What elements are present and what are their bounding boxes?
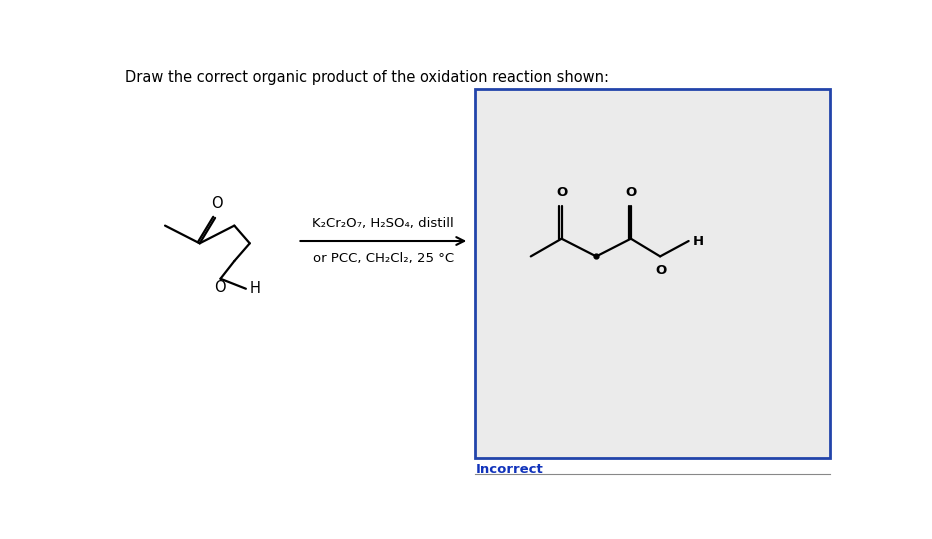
FancyBboxPatch shape	[474, 88, 830, 458]
Text: H: H	[693, 234, 705, 247]
Text: Incorrect: Incorrect	[476, 463, 544, 476]
Text: O: O	[556, 186, 568, 199]
Text: O: O	[213, 280, 226, 295]
Text: K₂Cr₂O₇, H₂SO₄, distill: K₂Cr₂O₇, H₂SO₄, distill	[312, 217, 454, 230]
Text: H: H	[250, 281, 261, 296]
Text: Draw the correct organic product of the oxidation reaction shown:: Draw the correct organic product of the …	[125, 70, 609, 85]
Text: O: O	[655, 264, 666, 277]
Text: or PCC, CH₂Cl₂, 25 °C: or PCC, CH₂Cl₂, 25 °C	[313, 252, 454, 265]
Text: O: O	[211, 196, 223, 211]
Text: O: O	[625, 186, 637, 199]
